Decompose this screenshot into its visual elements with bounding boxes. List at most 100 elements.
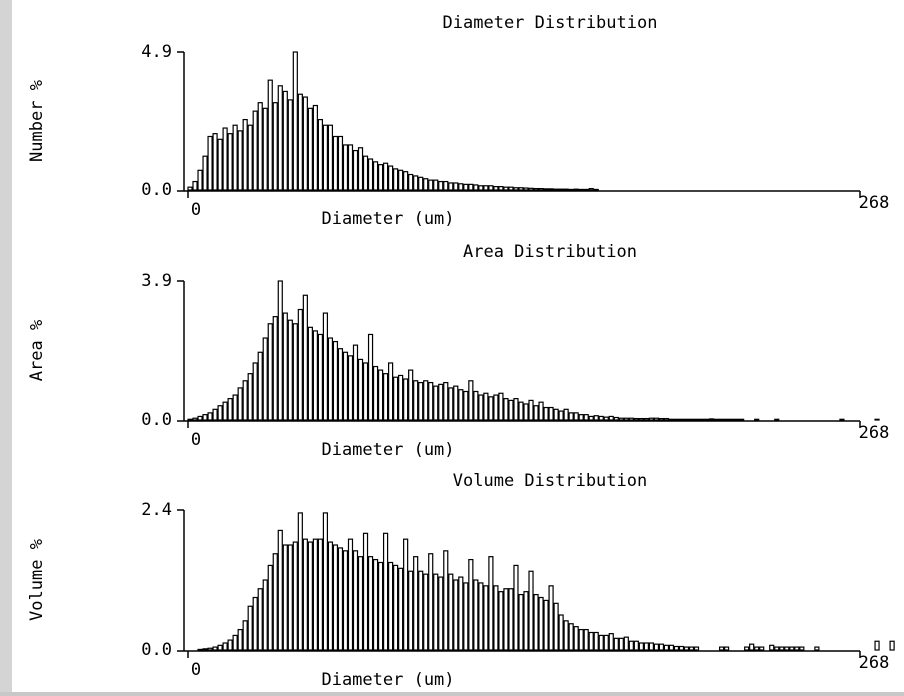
number-bar [352,149,359,191]
volume-bar [202,648,208,651]
volume-bar [558,614,564,651]
area-bar [593,415,599,421]
volume-y-tick-label-min: 0.0 [141,640,172,660]
volume-y-axis-label: Volume % [27,539,47,621]
number-bar [563,188,569,191]
number-bar [508,186,514,191]
area-bar [628,417,634,421]
volume-bar [317,538,324,651]
area-bar [212,408,218,421]
number-bar [483,185,489,191]
volume-bar [453,579,459,651]
volume-bar [693,646,700,651]
volume-bar [377,561,384,651]
area-bar [538,401,544,421]
volume-bar [543,599,549,651]
number-x-tick-label-min: 0 [191,200,201,220]
volume-bar [538,596,544,651]
number-bar [543,188,549,191]
area-bar [433,385,439,421]
area-bar [478,394,484,421]
area-bar [643,417,649,421]
number-bar [548,188,554,191]
number-y-axis-label: Number % [27,80,47,162]
area-bar [533,405,539,421]
volume-bar [232,634,238,651]
number-bar [453,182,459,191]
volume-bar [393,564,399,651]
number-y-tick-label-max: 4.9 [141,42,172,62]
volume-bar [889,640,895,651]
number-bar [583,188,589,191]
volume-bar [247,605,253,651]
area-bar [488,396,494,421]
number-bar [423,178,429,191]
volume-bar [493,585,499,651]
volume-bar [749,643,755,651]
number-bar [498,186,504,191]
volume-bar [367,556,374,651]
number-bar [332,135,339,191]
volume-bar [513,564,519,651]
number-bar [297,93,303,191]
volume-bar [618,637,624,651]
number-bar [553,188,559,191]
area-bar [583,414,589,421]
volume-bar [678,645,685,651]
volume-bar [608,633,614,651]
volume-bar [342,550,349,651]
volume-bar [458,576,464,651]
number-bar [403,171,409,191]
area-bar [673,418,680,421]
area-bar [337,348,344,421]
chart-window: Diameter Distribution Number % 0.0 4.9 0 268 D… [12,0,904,692]
volume-bar [814,646,820,651]
volume-bar [347,538,354,651]
number-bar [232,124,238,191]
volume-bar [498,591,504,651]
volume-chart-title: Volume Distribution [453,471,647,491]
volume-bar [648,642,654,651]
area-bar [352,344,359,421]
area-bar [498,392,504,421]
volume-bar [623,636,629,651]
number-bar [212,133,218,191]
number-bar [242,118,248,191]
area-x-tick-label-min: 0 [191,430,201,450]
area-bar [588,415,594,421]
number-bar [237,130,243,191]
volume-bar [252,596,258,651]
area-bar [708,418,715,421]
volume-bar [292,541,298,651]
number-bar [513,187,519,191]
area-bar [227,398,233,421]
area-bar [729,418,735,421]
area-bar [408,369,414,421]
area-bar [372,365,379,421]
volume-bar [443,550,449,651]
area-bar [503,398,509,421]
area-bar [332,340,339,421]
area-x-tick-label-max: 268 [859,423,890,443]
volume-bar [643,642,649,651]
number-bar [558,188,564,191]
area-bar [232,394,238,421]
volume-bar [423,573,429,651]
area-bar [658,417,665,421]
area-bar [292,323,298,421]
volume-bar [683,646,690,651]
area-bar [312,330,318,421]
area-bar [543,406,549,421]
volume-bar [297,512,303,651]
number-bar [463,183,469,191]
volume-bar [593,631,599,651]
volume-bar [603,634,609,651]
area-bar [322,312,329,421]
area-bar [558,410,564,421]
volume-bar [548,585,554,651]
area-bar [257,351,263,421]
volume-bar [518,593,524,651]
number-bar [197,169,203,191]
volume-bar [332,544,339,651]
window-edge [0,0,12,692]
